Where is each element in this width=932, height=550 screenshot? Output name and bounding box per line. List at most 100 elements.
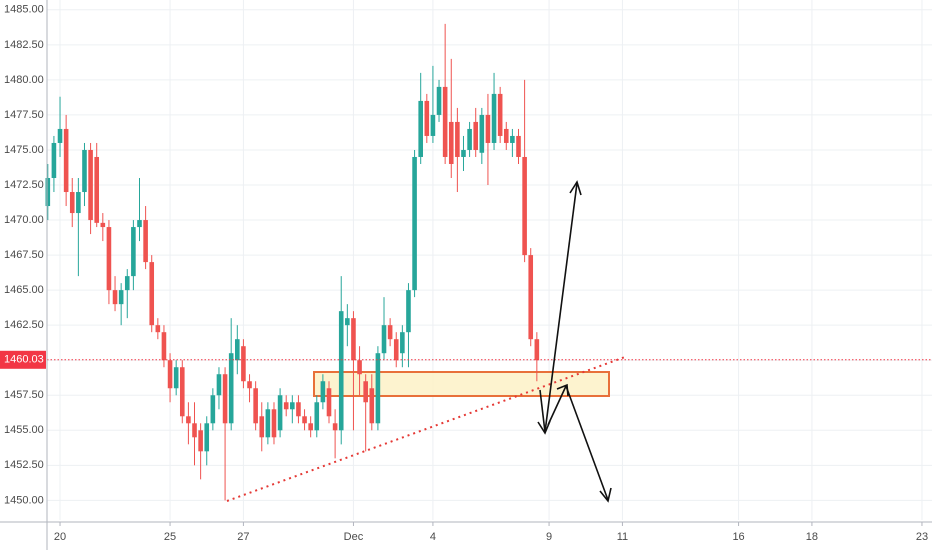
candle-body [173,367,179,389]
candle-body [57,128,63,143]
candles [45,23,540,501]
candle-body [228,353,234,424]
candle-body [430,114,436,136]
candle-body [351,318,356,361]
zone-box [313,371,610,397]
candle-body [124,276,130,291]
candle-body [314,402,320,431]
y-tick-label: 1475.00 [4,144,44,156]
candle-body [45,178,51,207]
candle-body [210,395,216,424]
x-tick-label: 20 [54,531,66,543]
candle-body [161,332,167,361]
candle-body [63,128,69,193]
candle-body [265,409,271,438]
x-tick-label: 23 [916,531,928,543]
arrow [539,389,546,433]
y-tick-label: 1450.00 [4,494,44,506]
x-tick-label: 11 [617,531,628,543]
candle-body [326,388,332,417]
y-tick-label: 1480.00 [4,74,44,86]
candle-body [112,290,118,305]
candle-body [143,220,148,263]
candle-body [363,381,368,403]
candle-body [393,339,399,361]
y-tick-label: 1462.50 [4,319,44,331]
candle-body [528,255,534,340]
candle-body [241,346,246,382]
x-tick-label: 27 [237,531,249,543]
candle-body [400,332,405,354]
candle-body [320,381,326,403]
candle-body [204,423,210,452]
candle-body [155,325,161,333]
candle-body [192,423,197,438]
candle-body [461,149,466,157]
arrow-head [569,180,582,196]
x-tick-label: Dec [344,531,364,543]
candle-body [448,121,454,164]
candle-body [167,360,173,389]
trend-line [226,356,626,502]
last-price-label: 1460.03 [4,354,44,366]
candle-body [131,227,136,277]
candle-body [100,222,106,228]
candle-body [271,409,277,438]
candle-body [418,100,423,157]
x-axis-area [0,522,932,550]
candle-body [510,135,515,143]
candle-body [467,128,472,150]
candle-body [412,156,417,291]
arrows [537,180,612,503]
candle-body [94,156,100,223]
candle-body [503,128,509,143]
candle-body [222,374,228,424]
candle-body [516,135,521,157]
candle-body [198,430,203,452]
candle-body [259,416,265,438]
candle-body [345,318,350,326]
arrow-head [599,487,612,503]
candle-body [277,395,283,431]
candle-body [149,262,155,326]
candle-body [106,227,112,291]
candle-body [338,311,344,431]
candle-body [332,423,338,431]
candle-body [88,149,93,221]
candle-body [369,388,375,424]
candle-body [216,374,222,396]
candle-body [497,93,503,136]
candle-body [381,325,387,354]
arrow [565,385,609,501]
candle-body [247,381,252,389]
y-tick-label: 1477.50 [4,109,44,121]
x-tick-label: 25 [164,531,176,543]
y-tick-label: 1467.50 [4,249,44,261]
candle-body [76,192,81,214]
y-tick-label: 1452.50 [4,459,44,471]
candle-body [296,402,301,417]
x-tick-label: 4 [430,531,436,543]
candle-body [473,121,479,150]
candle-body [534,339,540,361]
candle-body [302,416,307,424]
y-tick-label: 1465.00 [4,284,44,296]
candle-body [436,86,442,115]
y-tick-label: 1470.00 [4,214,44,226]
y-tick-label: 1482.50 [4,39,44,51]
candle-body [235,339,240,361]
candle-body [357,360,362,375]
candle-body [479,114,485,153]
candle-body [69,192,75,214]
candle-body [522,156,527,256]
y-tick-label: 1457.50 [4,389,44,401]
candle-body [137,220,142,228]
arrow [544,182,578,433]
x-tick-label: 18 [806,531,818,543]
candle-body [455,121,460,157]
grid [47,0,932,520]
last-price-badge [0,350,46,369]
